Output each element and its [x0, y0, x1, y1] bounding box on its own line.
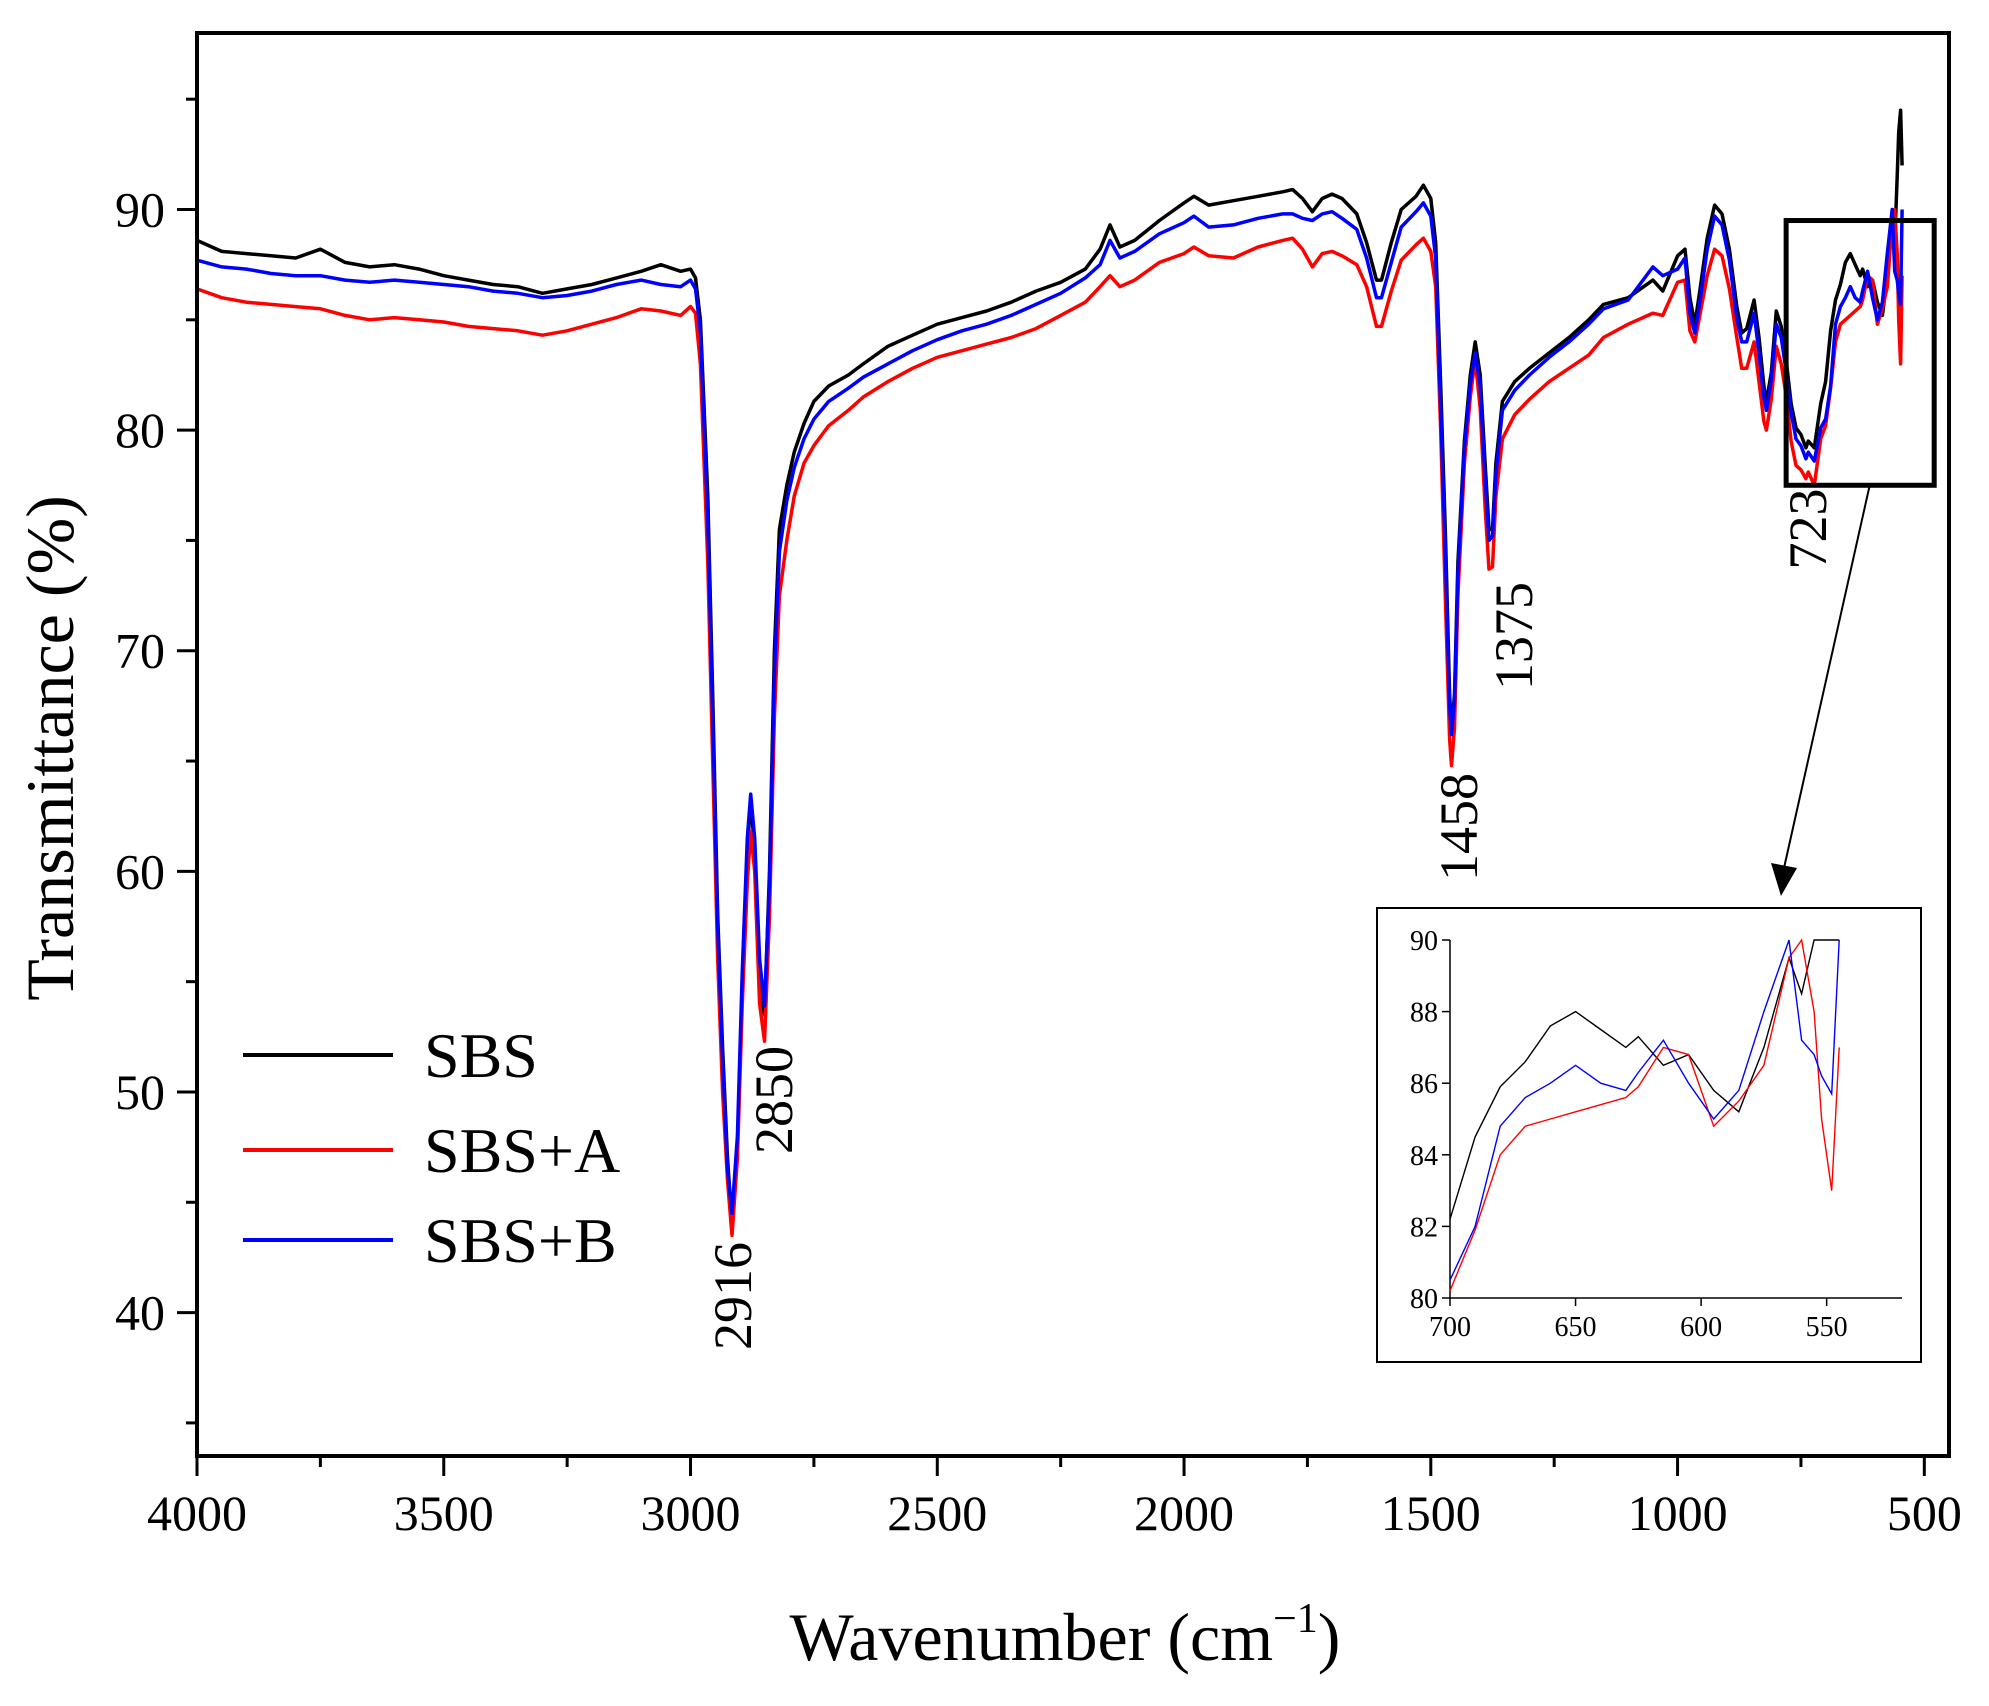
peak-label-723: 723 [1778, 489, 1838, 570]
legend-label-sbs: SBS [424, 1020, 538, 1091]
y-tick-label: 40 [115, 1285, 165, 1341]
x-tick-label: 500 [1887, 1485, 1962, 1541]
x-tick-label: 1000 [1628, 1485, 1728, 1541]
peak-label-2850: 2850 [744, 1046, 804, 1154]
x-tick-label: 1500 [1381, 1485, 1481, 1541]
zoom-arrow [1771, 483, 1871, 896]
inset-x-ticks: 700 650 600 550 [1429, 1298, 1848, 1343]
inset-y-tick-label: 88 [1410, 998, 1438, 1029]
x-axis-ticks: 4000 3500 3000 2500 2000 1500 1000 500 [147, 1456, 1962, 1541]
inset-series-line-sbs-b [1449, 939, 1840, 1281]
inset-x-tick-label: 600 [1680, 1312, 1722, 1343]
x-tick-label: 4000 [147, 1485, 247, 1541]
inset-y-tick-label: 80 [1410, 1284, 1438, 1315]
legend-label-sbs-b: SBS+B [424, 1205, 617, 1276]
inset-x-tick-label: 700 [1429, 1312, 1471, 1343]
y-axis-ticks: 40 50 60 70 80 90 [115, 97, 197, 1425]
inset-y-tick-label: 82 [1410, 1212, 1438, 1243]
y-tick-label: 80 [115, 402, 165, 458]
x-tick-label: 2500 [887, 1485, 987, 1541]
y-tick-label: 50 [115, 1064, 165, 1120]
peak-label-1458: 1458 [1429, 773, 1489, 881]
series-line-sbs-b [196, 201, 1904, 1216]
zoom-highlight-box [1783, 218, 1937, 488]
inset-series-line-sbs [1449, 939, 1840, 1220]
inset-x-tick-label: 650 [1555, 1312, 1597, 1343]
inset-y-tick-label: 86 [1410, 1069, 1438, 1100]
x-tick-label: 2000 [1134, 1485, 1234, 1541]
legend: SBS SBS+A SBS+B [243, 1020, 620, 1276]
inset-frame [1376, 907, 1922, 1363]
inset-chart: 700 650 600 550 80 82 84 86 88 90 [1376, 907, 1922, 1363]
inset-plot [1449, 938, 1840, 1292]
inset-y-tick-label: 84 [1410, 1141, 1438, 1172]
legend-label-sbs-a: SBS+A [424, 1115, 620, 1186]
inset-y-tick-label: 90 [1410, 926, 1438, 957]
plot-frame [195, 31, 1951, 1458]
peak-label-2916: 2916 [703, 1242, 763, 1350]
inset-y-ticks: 80 82 84 86 88 90 [1410, 926, 1450, 1315]
x-axis-title: Wavenumber (cm−1) [790, 1596, 1341, 1675]
y-tick-label: 60 [115, 843, 165, 899]
inset-x-tick-label: 550 [1806, 1312, 1848, 1343]
x-tick-label: 3000 [641, 1485, 741, 1541]
peak-annotations: 2916 2850 1458 1375 723 [703, 489, 1838, 1351]
x-tick-label: 3500 [394, 1485, 494, 1541]
inset-series-line-sbs-a [1449, 938, 1840, 1292]
y-tick-label: 90 [115, 181, 165, 237]
y-axis-title: Transmittance (%) [12, 495, 88, 1000]
peak-label-1375: 1375 [1484, 582, 1544, 690]
plot-area [196, 108, 1904, 1238]
y-tick-label: 70 [115, 623, 165, 679]
